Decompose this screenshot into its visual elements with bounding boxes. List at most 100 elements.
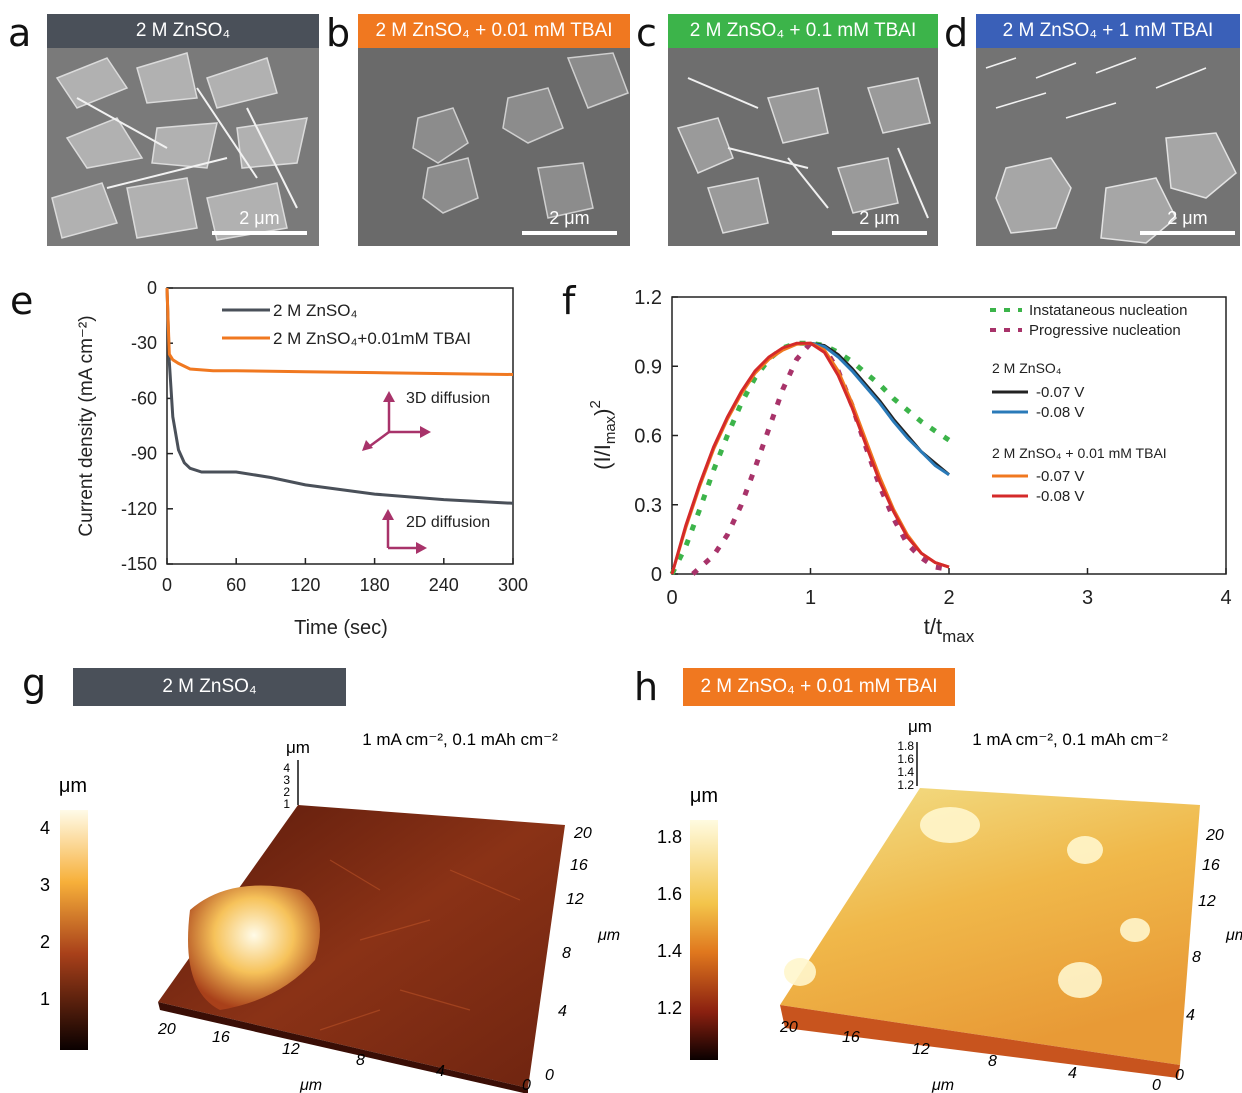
panel-d-header: 2 M ZnSO₄ + 1 mM TBAI — [976, 14, 1240, 48]
y-tick-h-0: 0 — [1175, 1067, 1184, 1084]
z-tick-g-2: 2 — [283, 785, 290, 799]
x-tick-h-20: 20 — [779, 1019, 798, 1036]
legend-label-f-5: -0.08 V — [1036, 488, 1084, 505]
y-tick-f-4: 1.2 — [634, 287, 662, 309]
panel-letter-h: h — [634, 665, 659, 709]
chart-f: (I/Imax)2 t/tmax 0 1 2 3 4 0 0.3 0.6 0.9 1.2 Inst… — [587, 287, 1232, 646]
xlabel-f: t/tmax — [924, 614, 975, 646]
y-tick-h-20: 20 — [1205, 827, 1224, 844]
panel-b-header: 2 M ZnSO₄ + 0.01 mM TBAI — [358, 14, 630, 48]
scale-label-d: 2 μm — [1167, 208, 1208, 228]
legend-label-e-1: 2 M ZnSO₄+0.01mM TBAI — [273, 329, 471, 348]
y-tick-f-3: 0.9 — [634, 356, 662, 378]
y-tick-g-20: 20 — [573, 825, 592, 842]
y-tick-e-5: -150 — [121, 554, 157, 574]
y-tick-h-8: 8 — [1192, 949, 1201, 966]
y-tick-h-4: 4 — [1186, 1007, 1195, 1024]
x-tick-e-3: 180 — [360, 575, 390, 595]
x-tick-f-1: 1 — [805, 587, 816, 609]
scale-bar-b: 2 μm — [522, 208, 617, 235]
scale-bar-d: 2 μm — [1140, 208, 1235, 235]
legend-label-f-3: -0.08 V — [1036, 404, 1084, 421]
colorbar-unit-g: μm — [59, 775, 87, 797]
x-tick-f-0: 0 — [666, 587, 677, 609]
z-tick-g-4: 4 — [283, 761, 290, 775]
scale-bar-a: 2 μm — [212, 208, 307, 235]
y-tick-f-0: 0 — [651, 564, 662, 586]
svg-text:(I/Imax)2: (I/Imax)2 — [587, 400, 619, 470]
x-axis-unit-g: μm — [299, 1077, 322, 1093]
scale-bar-c: 2 μm — [832, 208, 927, 235]
colorbar-tick-g-1: 1 — [40, 989, 50, 1009]
x-tick-h-4: 4 — [1068, 1065, 1077, 1082]
y-tick-f-2: 0.6 — [634, 426, 662, 448]
z-tick-h-1.4: 1.4 — [897, 765, 914, 779]
x-tick-e-5: 300 — [498, 575, 528, 595]
y-tick-g-12: 12 — [566, 891, 584, 908]
ylabel-f: (I/Imax)2 — [587, 400, 619, 470]
z-tick-h-1.8: 1.8 — [897, 739, 914, 753]
ylabel-e: Current density (mA cm⁻²) — [76, 315, 97, 536]
legend-label-f-4: -0.07 V — [1036, 468, 1084, 485]
legend-label-e-0: 2 M ZnSO₄ — [273, 301, 357, 320]
x-tick-f-2: 2 — [943, 587, 954, 609]
y-axis-unit-h: μm — [1225, 927, 1242, 944]
legend-label-f-0: Instataneous nucleation — [1029, 302, 1187, 319]
chart-e: Current density (mA cm⁻²) Time (sec) 0 60… — [76, 278, 528, 639]
sem-image-b — [358, 48, 630, 246]
z-axis-unit-h: μm — [908, 717, 932, 736]
colorbar-unit-h: μm — [690, 785, 718, 807]
colorbar-tick-h-1.4: 1.4 — [657, 941, 682, 961]
x-axis-unit-h: μm — [931, 1077, 954, 1093]
colorbar-tick-g-2: 2 — [40, 932, 50, 952]
x-tick-h-0: 0 — [1152, 1077, 1161, 1093]
z-tick-h-1.6: 1.6 — [897, 752, 914, 766]
scale-label-b: 2 μm — [549, 208, 590, 228]
panel-h-header: 2 M ZnSO₄ + 0.01 mM TBAI — [683, 668, 955, 706]
panel-c-header: 2 M ZnSO₄ + 0.1 mM TBAI — [668, 14, 938, 48]
y-tick-e-3: -90 — [131, 444, 157, 464]
panel-letter-e: e — [10, 279, 34, 323]
x-tick-e-1: 60 — [226, 575, 246, 595]
panel-letter-g: g — [22, 661, 47, 705]
legend-group-f-0: 2 M ZnSO₄ — [992, 360, 1062, 376]
series-line-e-0 — [165, 287, 514, 505]
x-tick-g-0: 0 — [522, 1077, 531, 1093]
y-tick-e-2: -60 — [131, 388, 157, 408]
colorbar-tick-h-1.2: 1.2 — [657, 998, 682, 1018]
colorbar-h — [690, 820, 718, 1060]
panel-letter-b: b — [326, 11, 351, 55]
afm-map-g: μm 4 3 2 1 μm 4 3 2 1 1 mA cm⁻², 0.1 mAh… — [40, 730, 620, 1093]
panel-g-header: 2 M ZnSO₄ — [73, 668, 346, 706]
y-tick-g-4: 4 — [558, 1003, 567, 1020]
x-tick-h-16: 16 — [842, 1029, 860, 1046]
scale-label-c: 2 μm — [859, 208, 900, 228]
x-tick-h-8: 8 — [988, 1053, 997, 1070]
annotation-2d-diffusion: 2D diffusion — [406, 514, 490, 531]
x-tick-g-16: 16 — [212, 1029, 230, 1046]
condition-g: 1 mA cm⁻², 0.1 mAh cm⁻² — [362, 730, 558, 749]
y-tick-g-8: 8 — [562, 945, 571, 962]
scale-label-a: 2 μm — [239, 208, 280, 228]
panel-letter-d: d — [944, 11, 969, 55]
colorbar-tick-h-1.6: 1.6 — [657, 884, 682, 904]
y-tick-g-16: 16 — [570, 857, 588, 874]
sem-image-c — [668, 48, 938, 246]
x-tick-g-8: 8 — [356, 1052, 365, 1069]
xlabel-e: Time (sec) — [294, 617, 388, 639]
x-tick-h-12: 12 — [912, 1041, 930, 1058]
afm-map-h: μm 1.8 1.6 1.4 1.2 μm 1.8 1.6 1.4 1.2 1 … — [657, 717, 1242, 1093]
z-axis-unit-g: μm — [286, 738, 310, 757]
z-tick-g-3: 3 — [283, 773, 290, 787]
x-tick-e-4: 240 — [429, 575, 459, 595]
x-tick-f-4: 4 — [1220, 587, 1231, 609]
y-tick-e-0: 0 — [147, 278, 157, 298]
series-line-e-1 — [165, 287, 514, 376]
y-tick-f-1: 0.3 — [634, 495, 662, 517]
x-tick-g-20: 20 — [157, 1021, 176, 1038]
x-tick-g-4: 4 — [436, 1063, 445, 1080]
x-tick-e-0: 0 — [162, 575, 172, 595]
panel-letter-c: c — [636, 11, 657, 55]
y-tick-h-16: 16 — [1202, 857, 1220, 874]
series-line-f-5 — [670, 341, 950, 575]
